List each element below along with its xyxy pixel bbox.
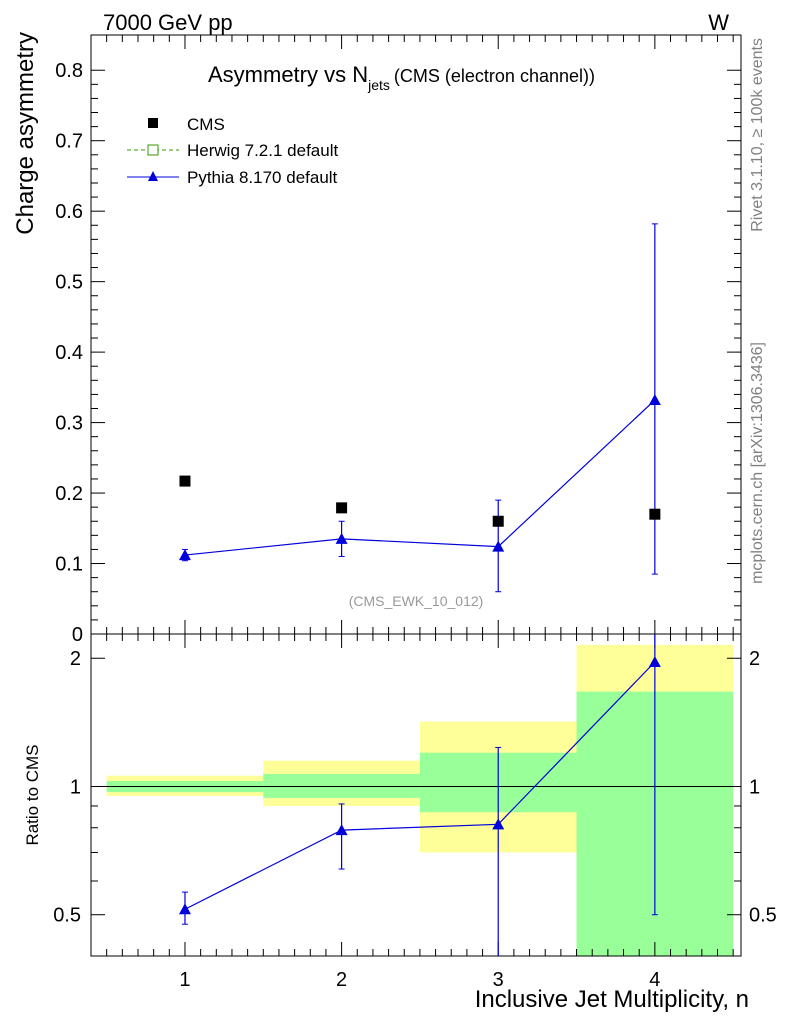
main-ytick-label: 0.5: [55, 272, 83, 294]
legend-pythia-marker: [148, 171, 158, 181]
analysis-tag: (CMS_EWK_10_012): [349, 593, 484, 609]
pythia-line: [184, 399, 656, 556]
xtick-label: 4: [649, 969, 660, 991]
xtick-label: 1: [179, 969, 190, 991]
ratio-stat-band-2: [263, 773, 420, 798]
legend-herwig-label: Herwig 7.2.1 default: [187, 141, 338, 160]
plot-title: Asymmetry vs Njets (CMS (electron channel…: [208, 62, 595, 93]
pythia-point: [648, 394, 661, 406]
xtick-label: 2: [336, 969, 347, 991]
main-ytick-label: 0: [72, 624, 83, 646]
xtick-label: 3: [493, 969, 504, 991]
cms-data-point: [649, 508, 661, 520]
main-ytick-label: 0.1: [55, 554, 83, 576]
xlabel: Inclusive Jet Multiplicity, n: [475, 986, 749, 1013]
main-ytick-label: 0.4: [55, 342, 83, 364]
cms-data-point: [492, 515, 504, 527]
legend-cms-marker: [148, 118, 158, 128]
pythia-point: [335, 532, 348, 544]
main-ylabel: Charge asymmetry: [12, 32, 39, 235]
ratio-ytick-label: 2: [70, 648, 81, 670]
ratio-pythia-point: [335, 824, 348, 836]
main-ytick-label: 0.3: [55, 413, 83, 435]
mcplots-label: mcplots.cern.ch [arXiv:1306.3436]: [749, 342, 766, 584]
legend-cms-label: CMS: [187, 115, 225, 134]
ratio-ylabel: Ratio to CMS: [23, 744, 42, 845]
ratio-ytick-label: 0.5: [53, 905, 81, 927]
pythia-point: [492, 540, 505, 552]
legend-pythia-label: Pythia 8.170 default: [187, 168, 338, 187]
ratio-ytick-label-right: 2: [749, 648, 760, 670]
main-ytick-label: 0.2: [55, 483, 83, 505]
energy-label: 7000 GeV pp: [103, 10, 233, 35]
ratio-ytick-label-right: 0.5: [749, 905, 777, 927]
ratio-pythia-line: [184, 661, 656, 910]
ratio-pythia-point: [178, 903, 191, 915]
main-ytick-label: 0.6: [55, 201, 83, 223]
ratio-ytick-label-right: 1: [749, 776, 760, 798]
ratio-plot-frame: [90, 633, 742, 957]
ratio-pythia-point: [648, 655, 661, 667]
ratio-ytick-label: 1: [70, 776, 81, 798]
rivet-label: Rivet 3.1.10, ≥ 100k events: [749, 38, 766, 232]
ratio-pythia-point: [492, 818, 505, 830]
process-label: W: [708, 10, 729, 35]
main-ytick-label: 0.8: [55, 60, 83, 82]
cms-data-point: [336, 502, 348, 514]
main-ytick-label: 0.7: [55, 131, 83, 153]
pythia-point: [178, 549, 191, 561]
cms-data-point: [179, 475, 191, 487]
legend-herwig-marker: [147, 144, 159, 156]
